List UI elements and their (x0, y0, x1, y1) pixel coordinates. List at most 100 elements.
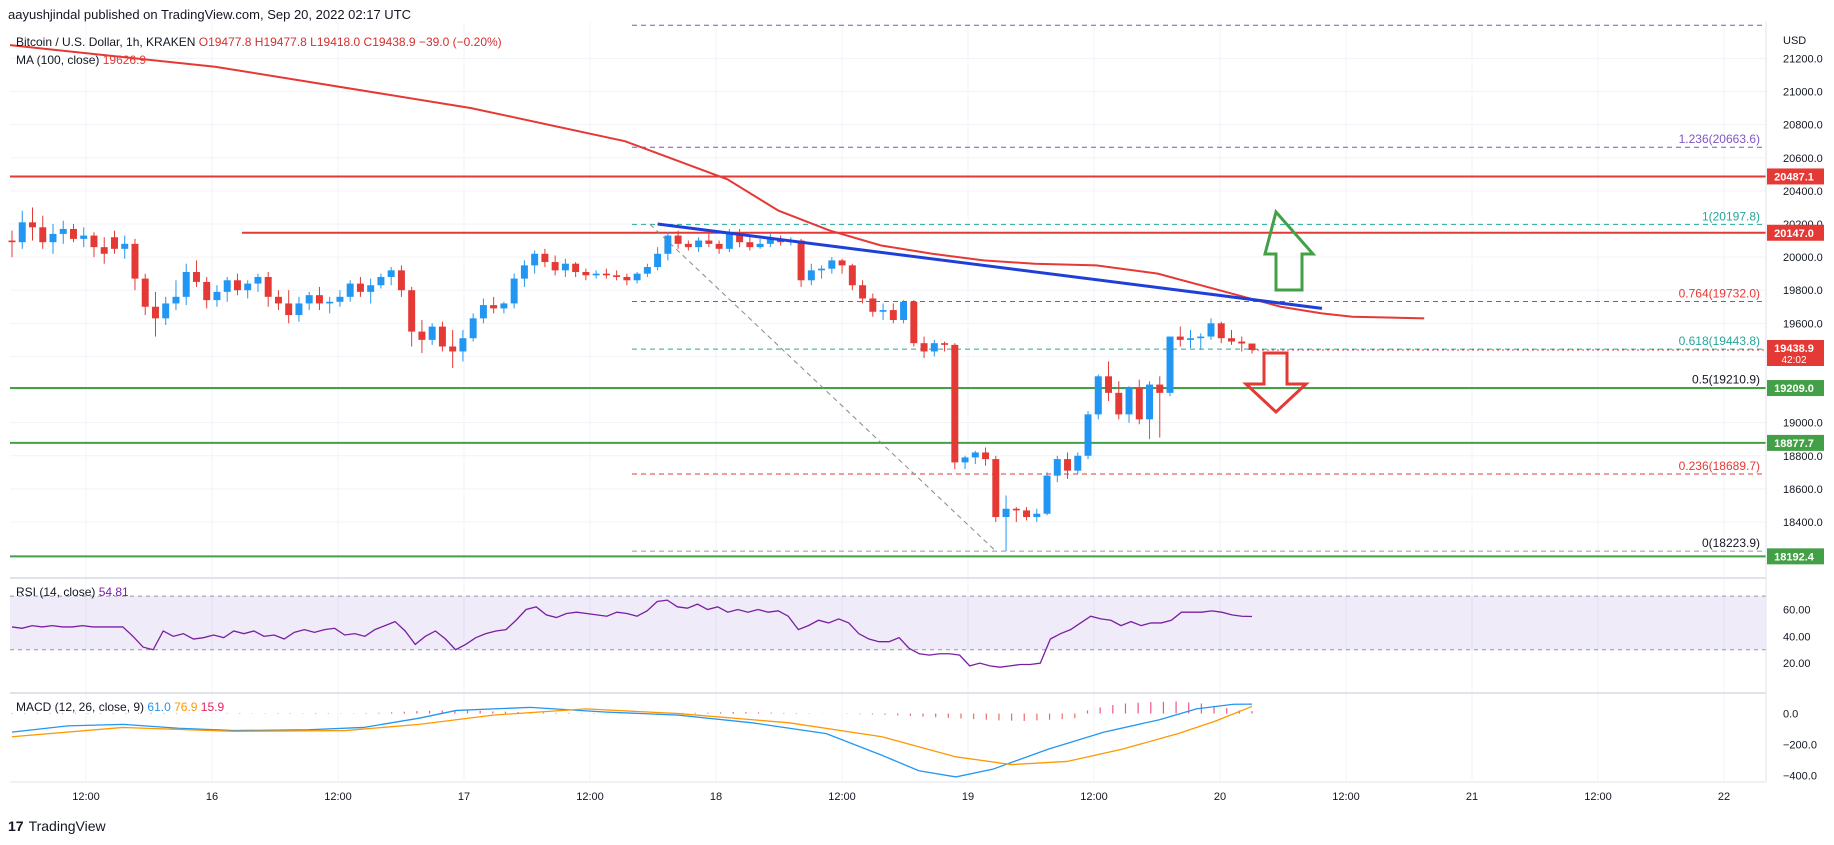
publisher-line: aayushjindal published on TradingView.co… (8, 7, 412, 22)
bearish-candle (1176, 336, 1184, 340)
bearish-candle (418, 331, 426, 340)
price-unit-label: USD (1783, 35, 1806, 47)
bearish-candle (869, 298, 877, 312)
price-tick-label: 18600.0 (1783, 484, 1823, 496)
macd-signal-line (11, 705, 1253, 766)
bearish-candle (746, 242, 754, 248)
fib-level-label: 0.764(19732.0) (1679, 286, 1760, 300)
bullish-candle (725, 233, 733, 249)
signal-value: 76.9 (174, 700, 198, 714)
macd-tick-label: 0.0 (1783, 709, 1798, 721)
bearish-candle (982, 452, 990, 460)
bullish-candle (387, 270, 395, 277)
descending-trendline[interactable] (657, 222, 1323, 310)
bearish-arrow-icon (1242, 351, 1310, 415)
bearish-candle (1105, 376, 1113, 393)
price-tick-label: 18800.0 (1783, 451, 1823, 463)
fib-level-label: 1(20197.8) (1702, 209, 1760, 223)
bullish-candle (1146, 384, 1154, 420)
bullish-candle (531, 253, 539, 266)
fib-level-label: 0.618(19443.8) (1679, 334, 1760, 348)
time-tick-label: 21 (1466, 791, 1478, 803)
macd-legend[interactable]: MACD (12, 26, close, 9) 61.0 76.9 15.9 (16, 700, 224, 714)
rsi-label: RSI (14, close) (16, 585, 96, 599)
fib-level-label: 0.236(18689.7) (1679, 459, 1760, 473)
ma-legend[interactable]: MA (100, close) 19626.9 (16, 53, 146, 67)
bullish-candle (1053, 459, 1061, 476)
bullish-candle (818, 268, 826, 271)
bearish-candle (1064, 459, 1072, 471)
time-tick-label: 12:00 (828, 791, 856, 803)
bearish-candle (992, 459, 1000, 518)
bullish-candle (766, 238, 774, 244)
macd-tick-label: −200.0 (1783, 739, 1817, 751)
bearish-candle (1135, 387, 1143, 420)
fib-level-label: 0.5(19210.9) (1692, 373, 1760, 387)
price-tick-label: 18400.0 (1783, 517, 1823, 529)
bearish-candle (151, 306, 159, 319)
price-tick-label: 19600.0 (1783, 318, 1823, 330)
bullish-candle (1207, 323, 1215, 337)
fib-level-label: 1.236(20663.6) (1679, 132, 1760, 146)
bullish-candle (18, 222, 26, 243)
bearish-candle (1217, 323, 1225, 339)
price-tick-label: 20600.0 (1783, 153, 1823, 165)
bearish-candle (1115, 392, 1123, 415)
bullish-candle (49, 233, 57, 243)
bullish-candle (561, 263, 569, 271)
bearish-candle (141, 278, 149, 307)
support-level-label: 19209.0 (1774, 383, 1814, 395)
tradingview-footer[interactable]: 17 TradingView (8, 818, 106, 834)
current-price-tag (1767, 339, 1824, 366)
bearish-candle (572, 263, 580, 272)
rsi-axis: 20.00 40.00 60.00 (1783, 605, 1811, 671)
resistance-level-label: 20487.1 (1774, 171, 1814, 183)
bearish-candle (490, 305, 498, 309)
macd-tick-label: −400.0 (1783, 770, 1817, 782)
bullish-candle (879, 310, 887, 312)
fib-level-label: 0(18223.9) (1702, 536, 1760, 550)
macd-histogram (11, 701, 1253, 721)
bullish-candle (80, 235, 88, 239)
bearish-candle (110, 237, 118, 249)
price-tick-label: 21000.0 (1783, 87, 1823, 99)
bullish-candle (244, 283, 252, 291)
bullish-candle (695, 240, 703, 248)
bullish-candle (213, 291, 221, 301)
bullish-candle (295, 303, 303, 316)
bearish-candle (29, 222, 36, 228)
bullish-candle (367, 285, 375, 292)
price-axis[interactable]: 18400.018600.018800.019000.019200.019400… (1783, 53, 1823, 529)
bearish-candle (613, 275, 621, 277)
ma100-line (9, 44, 1425, 320)
bearish-candle (8, 240, 16, 243)
main-legend[interactable]: Bitcoin / U.S. Dollar, 1h, KRAKEN O19477… (16, 35, 502, 49)
bearish-candle (1023, 510, 1031, 518)
bearish-candle (397, 270, 405, 291)
bearish-candle (736, 233, 744, 243)
plot-background (10, 22, 1766, 782)
bullish-candle (121, 243, 129, 249)
rsi-legend[interactable]: RSI (14, close) 54.81 (16, 585, 129, 599)
bullish-candle (326, 301, 334, 304)
macd-value: 61.0 (147, 700, 171, 714)
fibonacci-levels: 1.236(20663.6) 1(20197.8) 0.764(19732.0) 0.… (632, 24, 1762, 552)
bullish-candle (469, 318, 477, 339)
bearish-candle (705, 240, 713, 244)
bearish-candle (315, 295, 323, 304)
bullish-candle (654, 253, 662, 268)
time-tick-label: 12:00 (1584, 791, 1612, 803)
bullish-candle (961, 457, 969, 463)
support-level-label: 18877.7 (1774, 438, 1814, 450)
bearish-candle (438, 326, 446, 347)
time-axis[interactable]: 12:00 16 12:00 17 12:00 18 12:00 19 12:00 20 12:00… (72, 791, 1730, 803)
bearish-candle (889, 310, 897, 321)
level-labels: 20487.1 20147.0 19209.0 18877.7 18192.4 19438… (1767, 168, 1824, 565)
time-tick-label: 12:00 (72, 791, 100, 803)
bearish-candle (797, 240, 805, 281)
rsi-band (10, 596, 1766, 650)
bullish-candle (428, 326, 436, 340)
bearish-candle (1012, 508, 1020, 511)
bullish-candle (459, 338, 467, 352)
